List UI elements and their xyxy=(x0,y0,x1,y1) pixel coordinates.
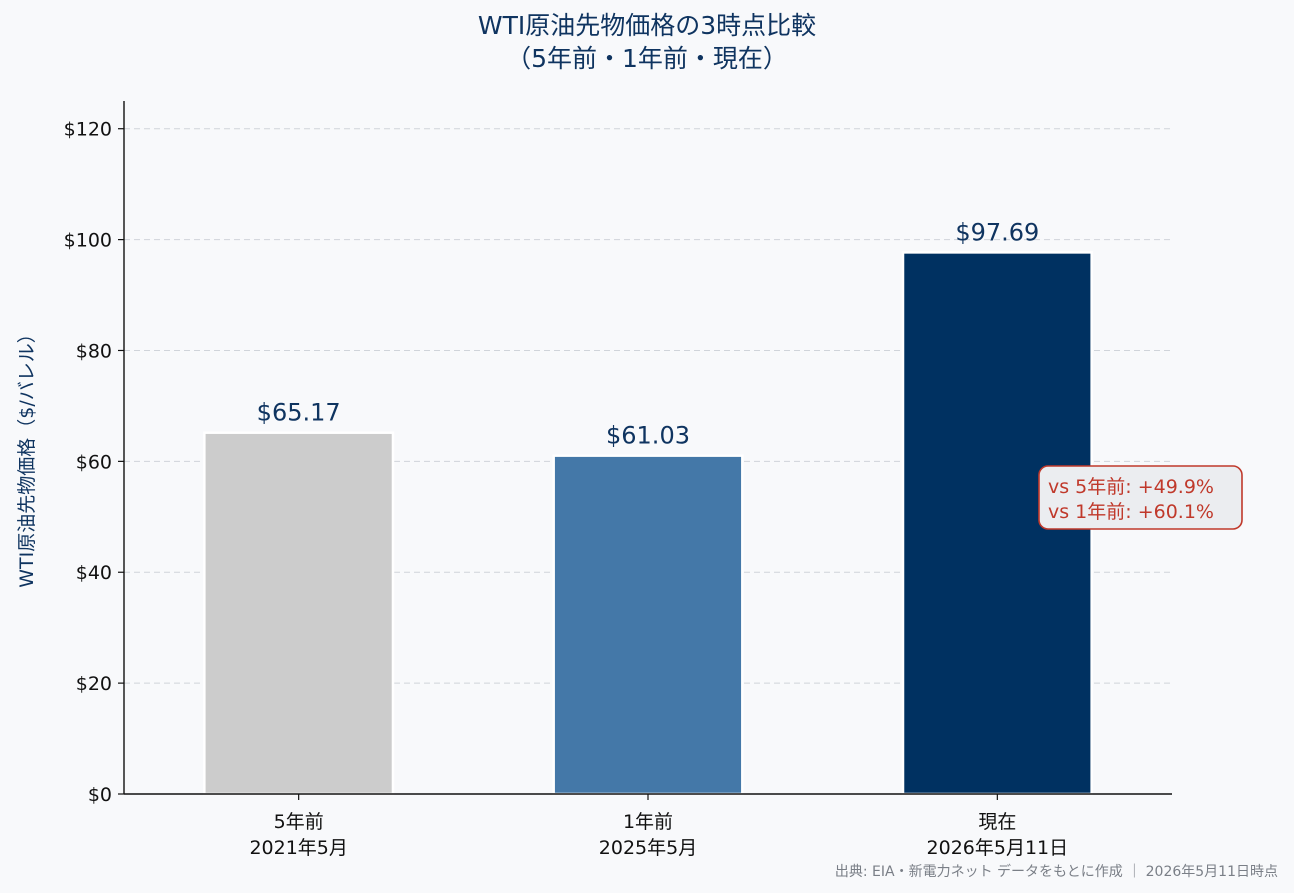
y-tick-label: $120 xyxy=(64,119,112,141)
source-note: 出典: EIA・新電力ネット データをもとに作成 ｜ 2026年5月11日時点 xyxy=(835,863,1278,880)
label-layer: $65.17 5年前 2021年5月 $61.03 1年前 2025年5月 $97.69 現在… xyxy=(249,218,1068,859)
annotation-box xyxy=(1038,465,1243,530)
chart-subtitle: （5年前・1年前・現在） xyxy=(506,44,788,73)
x-category-label: 現在 xyxy=(978,811,1016,833)
bar-layer xyxy=(203,251,1093,796)
chart-title: WTI原油先物価格の3時点比較 xyxy=(478,11,816,40)
bar-value-label: $65.17 xyxy=(257,399,341,427)
annotation-line-1y: vs 1年前: +60.1% xyxy=(1048,501,1214,523)
y-axis-label: WTI原油先物価格（$/バレル） xyxy=(16,324,38,588)
y-tick-label: $100 xyxy=(64,230,112,252)
y-tick-label: $0 xyxy=(88,784,112,806)
x-category-sublabel: 2021年5月 xyxy=(249,837,347,859)
y-tick-label: $60 xyxy=(76,451,112,473)
bar-value-label: $61.03 xyxy=(606,422,690,450)
x-category-label: 1年前 xyxy=(623,811,673,833)
y-tick-label: $20 xyxy=(76,673,112,695)
bar-value-label: $97.69 xyxy=(955,218,1039,246)
annotation-line-5y: vs 5年前: +49.9% xyxy=(1048,476,1214,498)
bar xyxy=(203,431,395,796)
x-category-label: 5年前 xyxy=(274,811,324,833)
y-tick-label: $80 xyxy=(76,340,112,362)
bar xyxy=(552,454,744,796)
change-annotation: vs 5年前: +49.9% vs 1年前: +60.1% xyxy=(1038,465,1243,530)
axis-layer: $0 $20 $40 $60 $80 $100 $120 xyxy=(64,101,1172,806)
y-tick-label: $40 xyxy=(76,562,112,584)
x-category-sublabel: 2026年5月11日 xyxy=(927,837,1069,859)
x-category-sublabel: 2025年5月 xyxy=(599,837,697,859)
